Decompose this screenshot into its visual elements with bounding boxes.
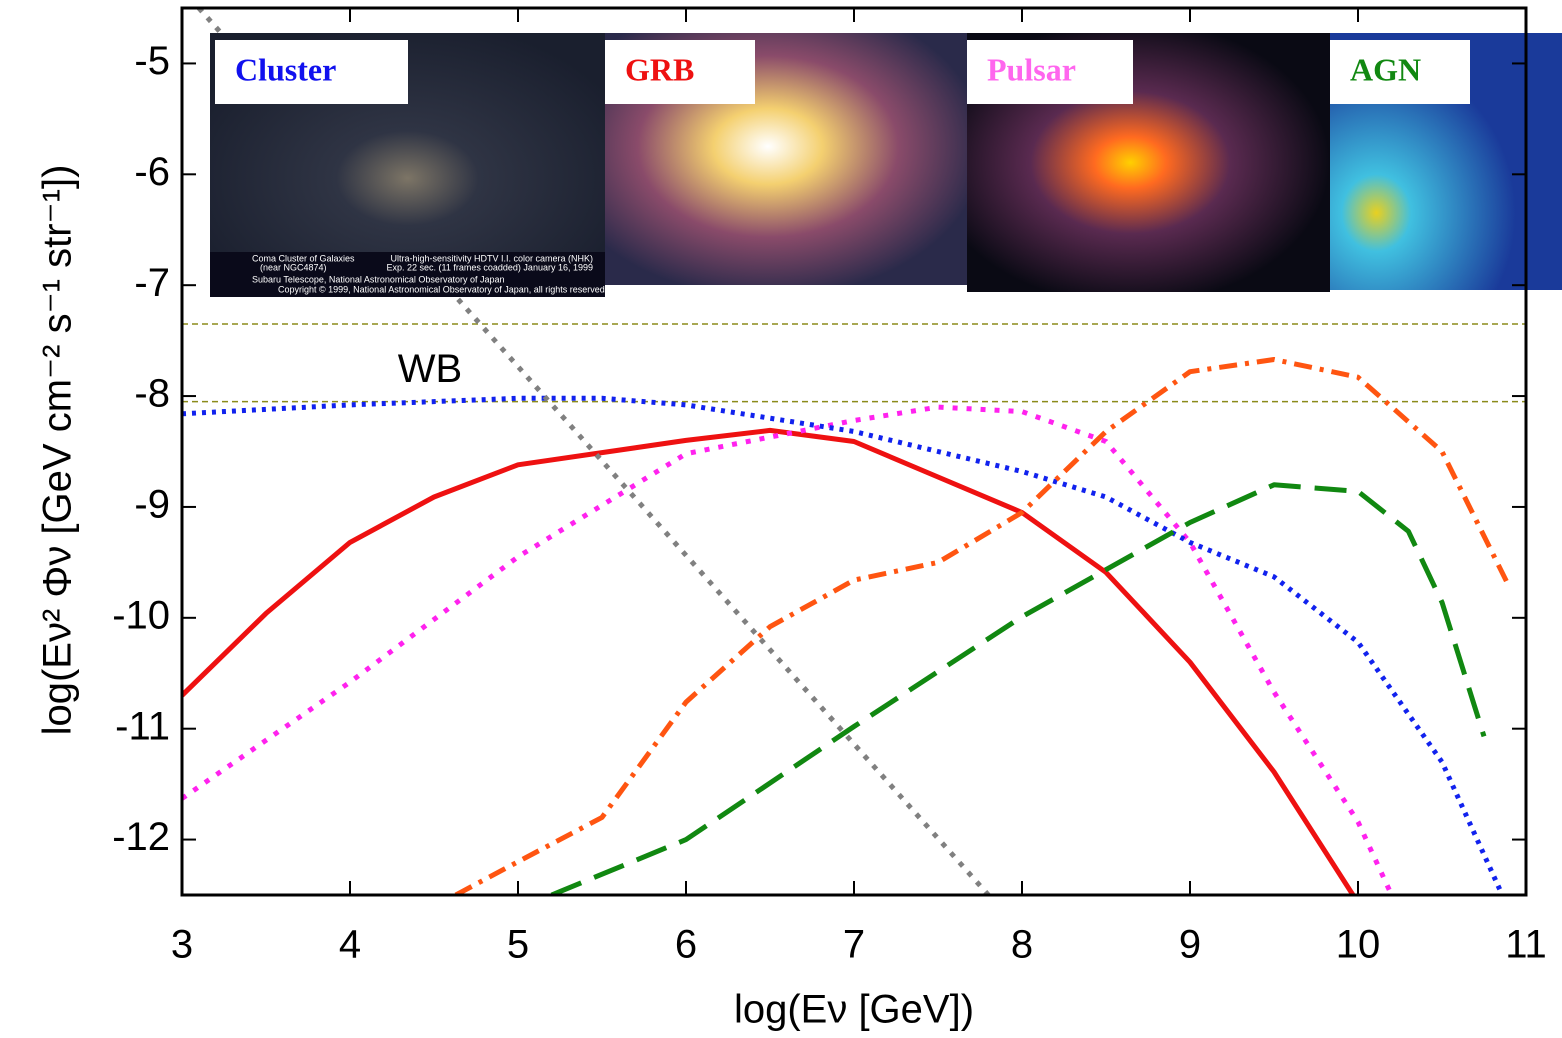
series-line	[552, 485, 1484, 895]
panel-caption: (near NGC4874)	[260, 262, 327, 272]
x-tick-label: 8	[1011, 923, 1033, 967]
x-tick-label: 10	[1336, 923, 1381, 967]
y-tick-label: -7	[134, 261, 170, 305]
chart: log(Eν [GeV]) log(Eν² Φν [GeV cm⁻² s⁻¹ s…	[0, 0, 1562, 1038]
panel-label: GRB	[625, 51, 694, 87]
y-tick-label: -8	[134, 372, 170, 416]
panel-label: Cluster	[235, 51, 336, 87]
panel-caption: Subaru Telescope, National Astronomical …	[252, 274, 504, 284]
x-tick-label: 4	[339, 923, 361, 967]
series-line	[182, 430, 1353, 895]
y-tick-label: -10	[112, 593, 170, 637]
x-tick-label: 7	[843, 923, 865, 967]
series-line	[182, 407, 1392, 895]
panel-label: Pulsar	[987, 51, 1076, 87]
x-tick-label: 9	[1179, 923, 1201, 967]
x-tick-label: 11	[1505, 923, 1547, 967]
x-axis-label: log(Eν [GeV])	[734, 988, 974, 1032]
y-tick-label: -6	[134, 150, 170, 194]
y-axis-label: log(Eν² Φν [GeV cm⁻² s⁻¹ str⁻¹])	[36, 165, 80, 736]
x-tick-label: 3	[171, 923, 193, 967]
y-tick-label: -5	[134, 39, 170, 83]
panel-caption: Exp. 22 sec. (11 frames coadded) January…	[387, 262, 593, 272]
y-tick-label: -9	[134, 483, 170, 527]
x-tick-label: 5	[507, 923, 529, 967]
x-tick-label: 6	[675, 923, 697, 967]
reference-label: WB	[398, 347, 462, 391]
y-tick-label: -11	[115, 704, 170, 748]
panel-label: AGN	[1350, 51, 1421, 87]
panel-caption: Copyright © 1999, National Astronomical …	[278, 284, 605, 294]
y-tick-label: -12	[112, 815, 170, 859]
